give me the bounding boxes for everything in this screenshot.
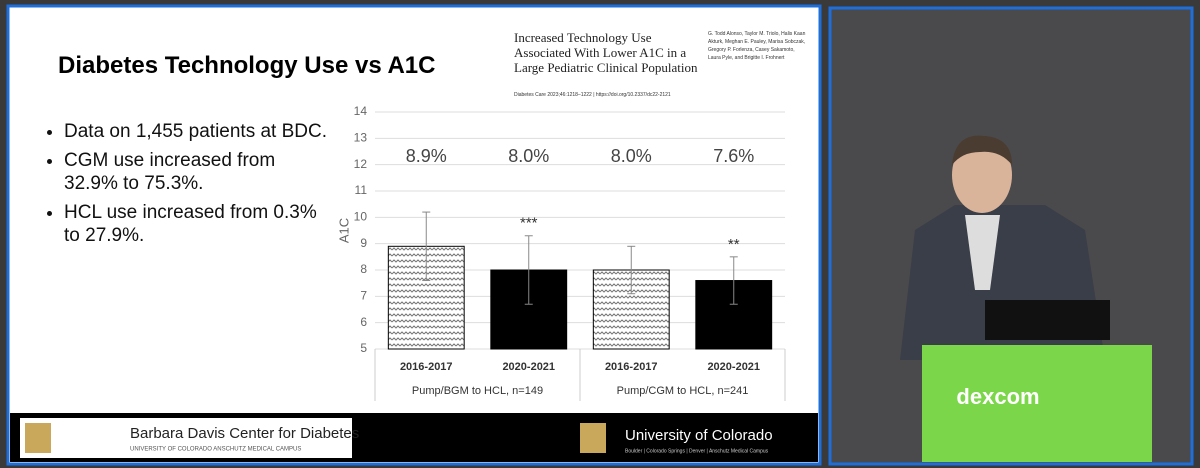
y-tick-label: 10: [354, 210, 368, 224]
value-label: 7.6%: [713, 146, 754, 166]
y-tick-label: 11: [355, 183, 368, 197]
group-label: Pump/BGM to HCL, n=149: [412, 385, 543, 397]
y-tick-label: 7: [360, 289, 367, 303]
speaker: [952, 135, 1012, 165]
value-label: 8.9%: [406, 146, 447, 166]
cu-logo: [580, 423, 606, 453]
y-tick-label: 8: [360, 262, 367, 276]
significance: ***: [520, 215, 538, 232]
bullet: Data on 1,455 patients at BDC.: [64, 120, 334, 143]
cu-logo: [25, 423, 51, 453]
slide: [6, 4, 822, 466]
citation-title: Increased Technology Use Associated With…: [514, 30, 698, 75]
y-tick-label: 9: [360, 236, 367, 250]
footer-text: University of Colorado: [625, 427, 773, 444]
podium-text: dexcom: [956, 384, 1039, 409]
podium: [922, 345, 1152, 462]
x-tick-label: 2016-2017: [605, 361, 658, 373]
footer-text: Boulder | Colorado Springs | Denver | An…: [625, 448, 769, 454]
bullet: CGM use increased from 32.9% to 75.3%.: [64, 149, 334, 195]
citation-source: Diabetes Care 2023;46:1218–1222 | https:…: [514, 92, 671, 98]
value-label: 8.0%: [611, 146, 652, 166]
slide-title: Diabetes Technology Use vs A1C: [58, 52, 436, 79]
footer-text: Barbara Davis Center for Diabetes: [130, 425, 359, 442]
x-tick-label: 2020-2021: [707, 361, 760, 373]
bdc-logo-box: [20, 418, 352, 458]
y-axis-label: A1C: [336, 218, 351, 243]
y-tick-label: 5: [360, 341, 367, 355]
x-tick-label: 2020-2021: [502, 361, 555, 373]
y-tick-label: 13: [354, 131, 368, 145]
y-tick-label: 14: [354, 104, 368, 118]
significance: **: [728, 236, 740, 253]
y-tick-label: 6: [360, 315, 367, 329]
group-label: Pump/CGM to HCL, n=241: [617, 385, 749, 397]
monitor: [985, 300, 1110, 340]
y-tick-label: 12: [354, 157, 368, 171]
value-label: 8.0%: [508, 146, 549, 166]
bullet: HCL use increased from 0.3% to 27.9%.: [64, 201, 334, 247]
x-tick-label: 2016-2017: [400, 361, 453, 373]
footer-text: UNIVERSITY OF COLORADO ANSCHUTZ MEDICAL …: [130, 447, 301, 453]
bullets: Data on 1,455 patients at BDC. CGM use i…: [42, 120, 334, 253]
speaker: [965, 215, 1000, 290]
speaker: [952, 137, 1012, 213]
citation-authors: G. Todd Alonso, Taylor M. Triolo, Halis …: [708, 31, 806, 61]
